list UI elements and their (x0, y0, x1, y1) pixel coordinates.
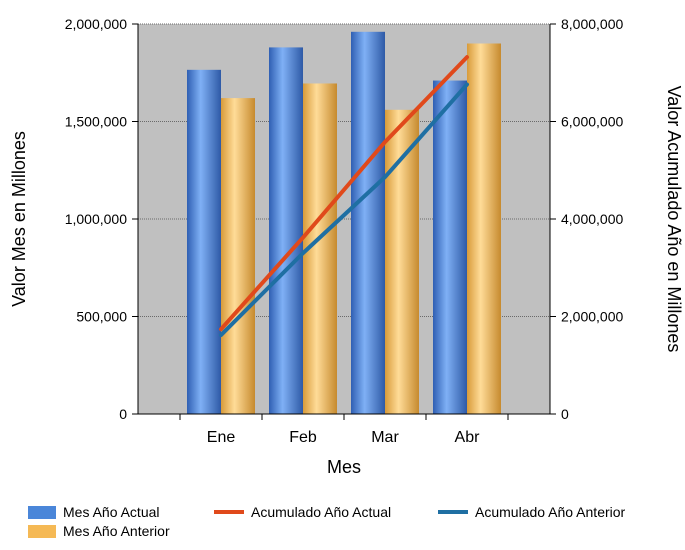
legend-swatch (28, 525, 56, 538)
bar (221, 98, 255, 414)
x-tick-label: Abr (455, 429, 481, 446)
legend: Mes Año Actual Mes Año Anterior Acumulado … (28, 504, 626, 539)
legend-swatch (28, 506, 56, 519)
y-left-tick-label: 1,500,000 (65, 114, 127, 130)
x-axis-ticks: Ene Feb Mar Abr (179, 414, 509, 446)
y-axis-left-ticks: 0 500,000 1,000,000 1,500,000 2,000,000 (65, 16, 138, 422)
y-axis-right-title: Valor Acumulado Año en Millones (664, 86, 684, 353)
line-series-group (219, 55, 469, 338)
y-right-tick-label: 2,000,000 (561, 309, 623, 325)
y-axis-right-ticks: 0 2,000,000 4,000,000 6,000,000 8,000,000 (550, 16, 623, 422)
x-tick-label: Feb (289, 429, 317, 446)
y-left-tick-label: 2,000,000 (65, 16, 127, 32)
y-left-tick-label: 1,000,000 (65, 211, 127, 227)
x-tick-label: Ene (207, 429, 236, 446)
bar (433, 80, 467, 415)
y-left-tick-label: 0 (119, 406, 127, 422)
legend-label: Acumulado Año Actual (251, 504, 391, 520)
bar-series-group (187, 31, 501, 415)
bar (269, 47, 303, 415)
y-right-tick-label: 8,000,000 (561, 16, 623, 32)
y-right-tick-label: 0 (561, 406, 569, 422)
y-right-tick-label: 6,000,000 (561, 114, 623, 130)
y-left-tick-label: 500,000 (76, 309, 127, 325)
line-series (219, 55, 469, 332)
x-tick-label: Mar (371, 429, 399, 446)
bar (351, 31, 385, 415)
x-axis-title: Mes (327, 457, 361, 477)
bar (187, 69, 221, 414)
line-series (219, 82, 469, 338)
bar (467, 43, 501, 414)
legend-label: Acumulado Año Anterior (475, 504, 626, 520)
legend-label: Mes Año Anterior (63, 523, 170, 539)
legend-label: Mes Año Actual (63, 504, 160, 520)
y-axis-left-title: Valor Mes en Millones (9, 131, 29, 307)
y-right-tick-label: 4,000,000 (561, 211, 623, 227)
